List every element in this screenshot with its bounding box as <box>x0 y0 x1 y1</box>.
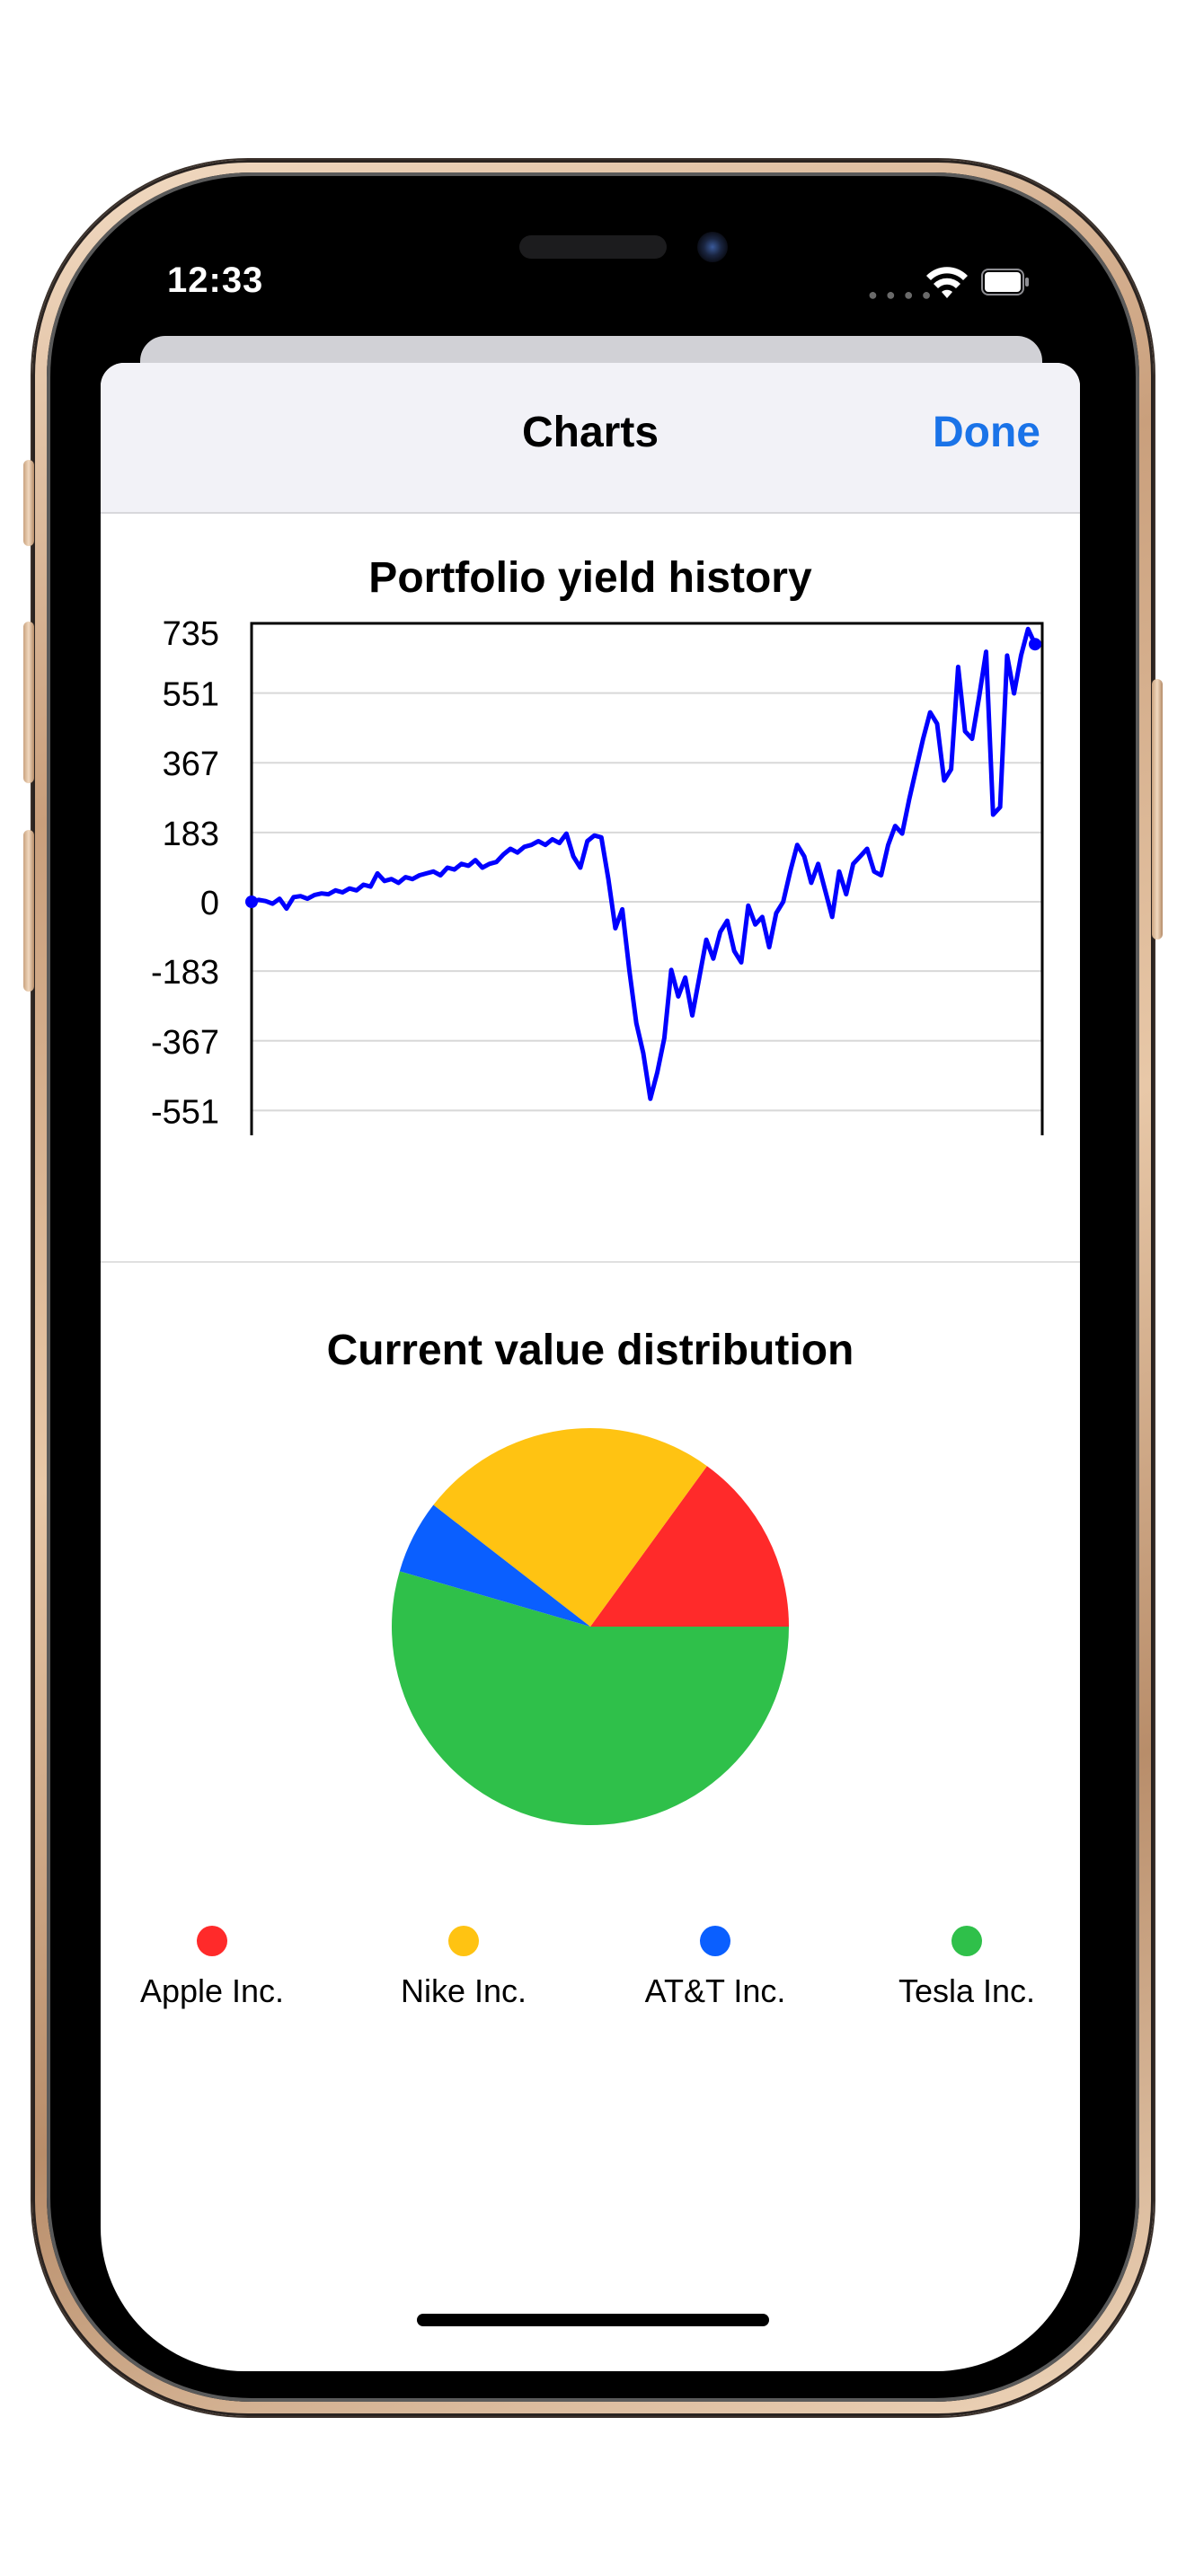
side-button-mute <box>23 460 34 546</box>
nav-title: Charts <box>521 409 659 456</box>
legend-dot-att <box>700 1926 730 1956</box>
legend-item-apple: Apple Inc. <box>104 1926 320 2010</box>
legend-item-tesla: Tesla Inc. <box>859 1926 1075 2010</box>
done-button[interactable]: Done <box>933 409 1040 456</box>
legend-dot-nike <box>448 1926 479 1956</box>
yield-line-chart: 735 551 367 183 0 -183 -367 -551 <box>151 615 1044 1135</box>
navigation-bar: Charts Done <box>101 363 1080 514</box>
pie-slice-tesla-inc <box>392 1571 789 1826</box>
value-pie-chart <box>392 1428 789 1826</box>
legend-dot-tesla <box>951 1926 982 1956</box>
home-indicator[interactable] <box>417 2314 769 2326</box>
legend-label: Tesla Inc. <box>898 1972 1036 2009</box>
legend-item-att: AT&T Inc. <box>607 1926 823 2010</box>
y-tick-label: 735 <box>163 615 219 653</box>
signal-icon: ● ● ● ● <box>868 286 934 304</box>
yield-series-startpoint <box>245 895 258 908</box>
pie-slice-apple-inc <box>590 1466 789 1627</box>
wifi-icon <box>926 267 968 298</box>
line-chart-title: Portfolio yield history <box>368 554 812 602</box>
y-tick-label: 0 <box>200 885 219 922</box>
grid-lines <box>252 692 1042 1112</box>
yield-series-line <box>251 626 1038 1101</box>
legend-dot-apple <box>197 1926 227 1956</box>
status-time: 12:33 <box>167 260 264 300</box>
y-tick-label: 551 <box>163 676 219 714</box>
front-camera <box>697 232 728 262</box>
y-axis-labels: 735 551 367 183 0 -183 -367 -551 <box>151 615 219 1131</box>
side-button-power <box>1152 679 1163 940</box>
yield-series-endpoint <box>1029 638 1041 651</box>
battery-icon <box>981 269 1029 296</box>
legend-label: Apple Inc. <box>139 1972 285 2009</box>
y-tick-label: 183 <box>163 816 219 853</box>
plot-frame <box>250 622 1044 1135</box>
pie-slice-at-t-inc <box>399 1504 590 1627</box>
side-button-volume-down <box>23 830 34 992</box>
charts-sheet: Charts Done Portfolio yield history 735 5… <box>101 363 1080 2371</box>
y-tick-label: -183 <box>151 954 219 992</box>
y-tick-label: -367 <box>151 1024 219 1062</box>
y-tick-label: -551 <box>151 1093 219 1131</box>
legend-label: Nike Inc. <box>400 1972 527 2009</box>
side-button-volume-up <box>23 622 34 783</box>
pie-slices <box>392 1428 789 1826</box>
pie-legend: Apple Inc. Nike Inc. AT&T Inc. Tesla Inc… <box>101 1926 1080 2033</box>
legend-label: AT&T Inc. <box>644 1972 786 2009</box>
y-tick-label: 367 <box>163 745 219 783</box>
legend-item-nike: Nike Inc. <box>356 1926 571 2010</box>
speaker-grille <box>519 235 667 259</box>
pie-chart-title: Current value distribution <box>326 1327 854 1374</box>
section-divider <box>101 1261 1080 1263</box>
pie-slice-nike-inc <box>433 1428 707 1627</box>
